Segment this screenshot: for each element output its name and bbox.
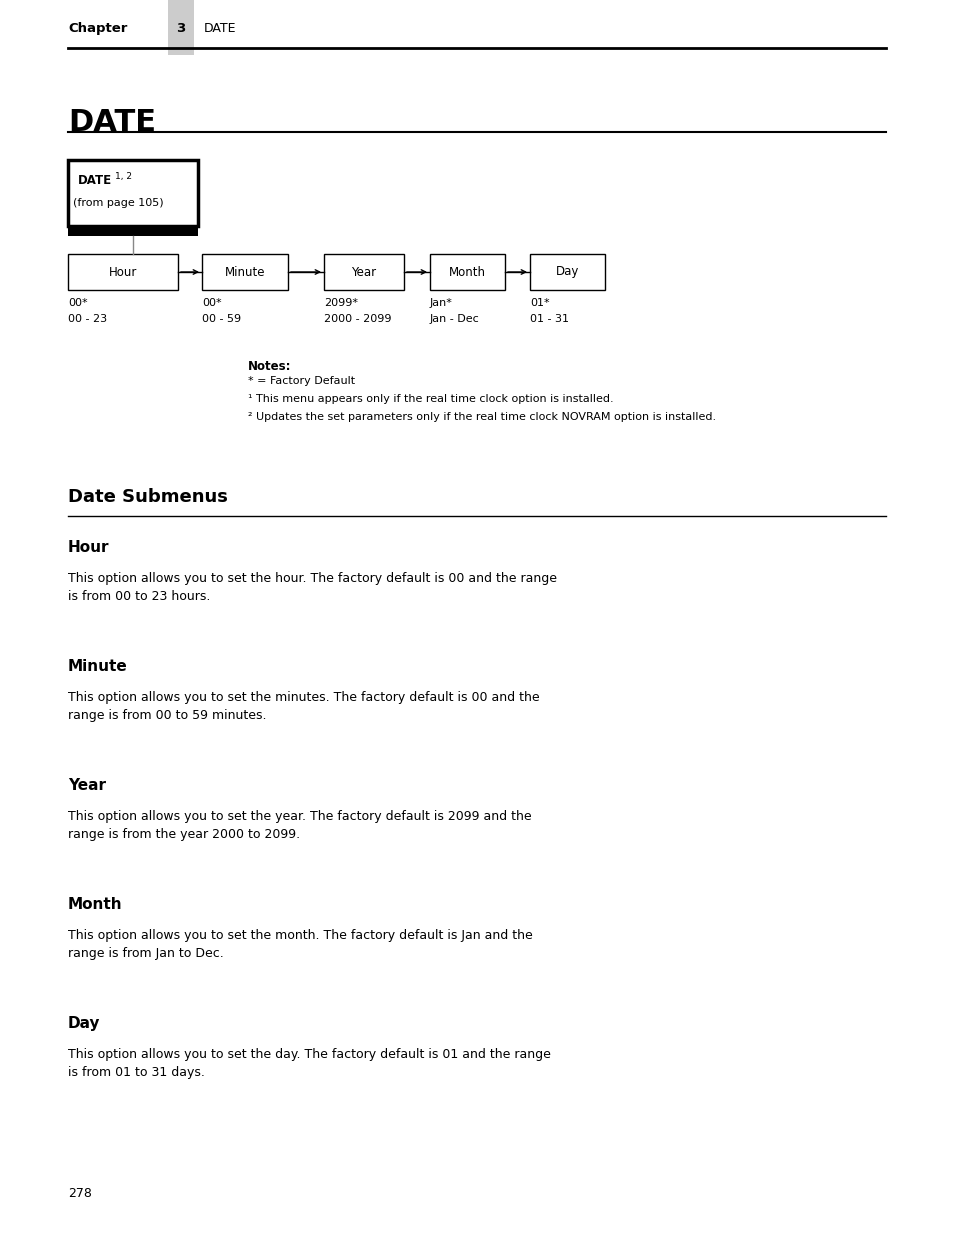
Text: DATE: DATE <box>68 107 156 137</box>
Bar <box>530 254 604 290</box>
Text: 2099*: 2099* <box>324 298 357 308</box>
Text: 00*: 00* <box>202 298 221 308</box>
Bar <box>68 161 198 226</box>
Text: (from page 105): (from page 105) <box>73 198 164 207</box>
Text: DATE: DATE <box>204 22 236 35</box>
Text: 00 - 23: 00 - 23 <box>68 314 107 324</box>
Bar <box>68 254 178 290</box>
Text: Day: Day <box>556 266 578 279</box>
Text: Minute: Minute <box>225 266 265 279</box>
Text: This option allows you to set the day. The factory default is 01 and the range
i: This option allows you to set the day. T… <box>68 1049 550 1079</box>
Bar <box>324 254 403 290</box>
Text: Jan - Dec: Jan - Dec <box>430 314 479 324</box>
Text: 01*: 01* <box>530 298 549 308</box>
Text: 1, 2: 1, 2 <box>115 172 132 182</box>
Bar <box>430 254 504 290</box>
Text: 278: 278 <box>68 1187 91 1200</box>
Text: Chapter: Chapter <box>68 22 128 35</box>
Text: * = Factory Default: * = Factory Default <box>248 375 355 387</box>
Text: This option allows you to set the month. The factory default is Jan and the
rang: This option allows you to set the month.… <box>68 929 532 960</box>
Text: Year: Year <box>68 778 106 793</box>
Bar <box>202 254 288 290</box>
Text: Day: Day <box>68 1016 100 1031</box>
Text: Month: Month <box>449 266 485 279</box>
Text: This option allows you to set the year. The factory default is 2099 and the
rang: This option allows you to set the year. … <box>68 810 531 841</box>
Text: ¹ This menu appears only if the real time clock option is installed.: ¹ This menu appears only if the real tim… <box>248 394 613 404</box>
Text: ² Updates the set parameters only if the real time clock NOVRAM option is instal: ² Updates the set parameters only if the… <box>248 412 716 422</box>
Text: This option allows you to set the hour. The factory default is 00 and the range
: This option allows you to set the hour. … <box>68 572 557 603</box>
Text: Notes:: Notes: <box>248 359 292 373</box>
Text: Month: Month <box>68 897 123 911</box>
Text: Jan*: Jan* <box>430 298 453 308</box>
Text: Hour: Hour <box>109 266 137 279</box>
Text: This option allows you to set the minutes. The factory default is 00 and the
ran: This option allows you to set the minute… <box>68 692 539 722</box>
Text: DATE: DATE <box>78 174 112 186</box>
Bar <box>168 0 193 56</box>
Bar <box>68 226 198 236</box>
Text: 00*: 00* <box>68 298 88 308</box>
Text: Hour: Hour <box>68 540 110 555</box>
Text: Year: Year <box>351 266 376 279</box>
Text: Minute: Minute <box>68 659 128 674</box>
Text: 01 - 31: 01 - 31 <box>530 314 568 324</box>
Text: 00 - 59: 00 - 59 <box>202 314 241 324</box>
Text: 3: 3 <box>176 22 186 35</box>
Text: Date Submenus: Date Submenus <box>68 488 228 506</box>
Text: 2000 - 2099: 2000 - 2099 <box>324 314 391 324</box>
